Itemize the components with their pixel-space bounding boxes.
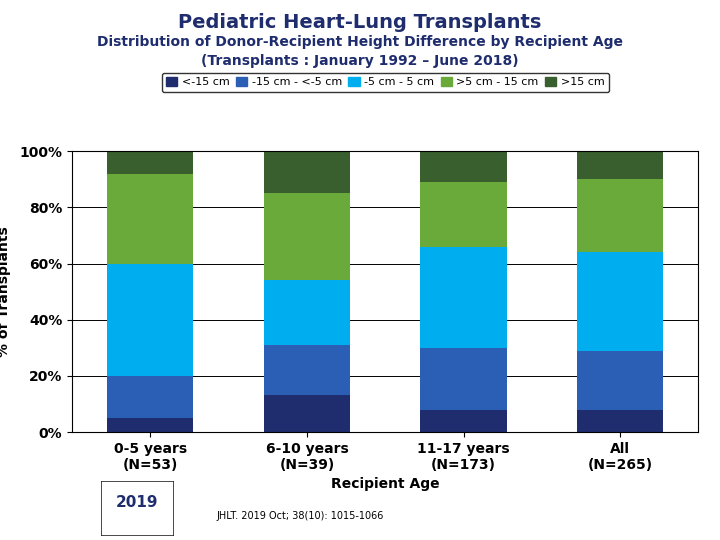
X-axis label: Recipient Age: Recipient Age — [331, 477, 439, 491]
Text: 2019: 2019 — [115, 495, 158, 510]
Bar — [577, 409, 663, 432]
Bar — [420, 409, 507, 432]
Bar — [264, 193, 350, 280]
Text: (Transplants : January 1992 – June 2018): (Transplants : January 1992 – June 2018) — [201, 54, 519, 68]
Bar — [107, 376, 194, 418]
Bar — [264, 395, 350, 432]
Legend: <-15 cm, -15 cm - <-5 cm, -5 cm - 5 cm, >5 cm - 15 cm, >15 cm: <-15 cm, -15 cm - <-5 cm, -5 cm - 5 cm, … — [161, 72, 609, 92]
Text: ISHLT • INTERNATIONAL SOCIETY FOR HEART AND LUNG TRANSPLANTATION: ISHLT • INTERNATIONAL SOCIETY FOR HEART … — [0, 522, 127, 526]
Bar — [107, 418, 194, 432]
Text: Distribution of Donor-Recipient Height Difference by Recipient Age: Distribution of Donor-Recipient Height D… — [97, 35, 623, 49]
Bar — [577, 350, 663, 409]
Bar — [420, 348, 507, 409]
Bar — [107, 174, 194, 264]
Text: JHLT. 2019 Oct; 38(10): 1015-1066: JHLT. 2019 Oct; 38(10): 1015-1066 — [216, 511, 383, 521]
Y-axis label: % of Transplants: % of Transplants — [0, 226, 11, 357]
Bar — [420, 151, 507, 182]
Bar — [577, 179, 663, 252]
Text: Pediatric Heart-Lung Transplants: Pediatric Heart-Lung Transplants — [179, 14, 541, 32]
Bar — [107, 264, 194, 376]
Bar — [420, 182, 507, 247]
Bar — [264, 280, 350, 345]
Bar — [420, 247, 507, 348]
Bar — [577, 151, 663, 179]
Bar — [264, 345, 350, 395]
Bar — [264, 151, 350, 193]
Text: ISHLT: ISHLT — [30, 497, 78, 512]
Bar — [577, 252, 663, 350]
Bar — [107, 151, 194, 174]
